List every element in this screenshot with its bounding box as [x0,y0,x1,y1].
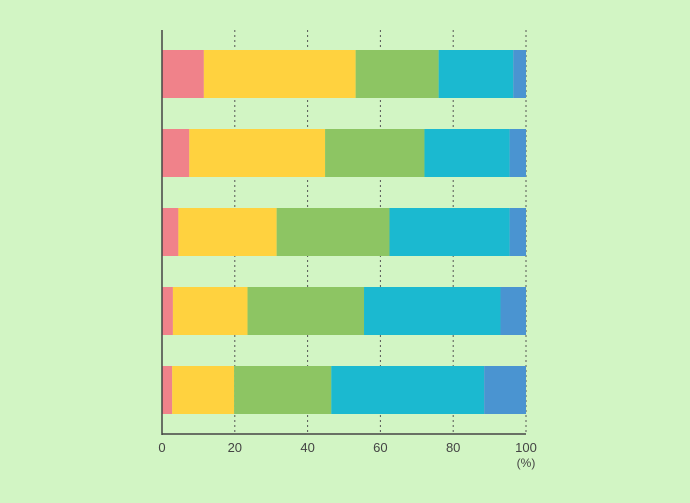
bar-row4-segment1 [162,287,173,335]
bar-row1-segment1 [162,50,204,98]
bar-row1-segment4 [438,50,514,98]
bar-row3-segment1 [162,208,179,256]
bar-row1-segment2 [203,50,356,98]
bar-row3-segment5 [509,208,526,256]
x-tick-label-0: 0 [158,440,165,455]
bar-row4-segment2 [172,287,248,335]
x-tick-label-80: 80 [446,440,460,455]
bar-row2-segment1 [162,129,190,177]
bar-row2-segment2 [189,129,326,177]
bar-row4-segment5 [500,287,526,335]
x-tick-label-100: 100 [515,440,537,455]
bar-row5-segment1 [162,366,173,414]
bar-row3-segment2 [178,208,277,256]
bar-row3-segment3 [276,208,390,256]
bar-row1-segment3 [355,50,439,98]
axes [161,30,526,435]
bar-row4-segment4 [364,287,501,335]
bars [162,50,526,414]
bar-row5-segment3 [234,366,332,414]
bar-row2-segment5 [509,129,526,177]
bar-row3-segment4 [389,208,510,256]
bar-row4-segment3 [247,287,365,335]
bar-row5-segment4 [331,366,485,414]
bar-row5-segment5 [484,366,526,414]
bar-row2-segment4 [424,129,510,177]
bar-row2-segment3 [325,129,425,177]
bar-row1-segment5 [513,50,526,98]
tick-labels: 0 20 40 60 80 100(%) [158,440,536,470]
x-tick-label-40: 40 [300,440,314,455]
x-tick-label-20: 20 [228,440,242,455]
x-tick-label-60: 60 [373,440,387,455]
bar-row5-segment2 [172,366,235,414]
x-axis-unit-label: (%) [517,456,536,470]
